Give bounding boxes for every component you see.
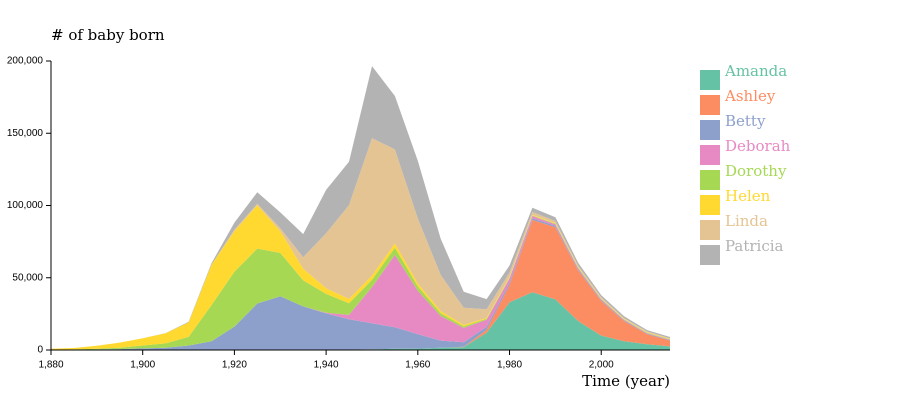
legend-swatch bbox=[700, 120, 720, 140]
x-tick-label: 2,000 bbox=[589, 360, 614, 371]
area bbox=[51, 292, 670, 350]
y-tick-label: 100,000 bbox=[7, 200, 44, 211]
legend-swatch bbox=[700, 95, 720, 115]
axes: 0 50,000 100,000 150,000 200,000 1,880 1,900 1,… bbox=[7, 56, 670, 371]
x-tick-label: 1,920 bbox=[222, 360, 247, 371]
x-tick-label: 1,980 bbox=[497, 360, 522, 371]
legend-label: Ashley bbox=[724, 87, 776, 105]
legend-swatch bbox=[700, 195, 720, 215]
legend-label: Patricia bbox=[725, 237, 784, 255]
y-axis-title: # of baby born bbox=[51, 26, 165, 44]
y-tick-label: 150,000 bbox=[7, 128, 44, 139]
area bbox=[51, 66, 670, 349]
x-tick-label: 1,900 bbox=[130, 360, 155, 371]
y-tick-label: 0 bbox=[37, 345, 43, 356]
legend-swatch bbox=[700, 70, 720, 90]
legend-label: Dorothy bbox=[725, 162, 787, 180]
area bbox=[51, 218, 670, 350]
legend-swatch bbox=[700, 145, 720, 165]
y-tick-label: 200,000 bbox=[7, 56, 44, 67]
x-tick-label: 1,880 bbox=[38, 360, 63, 371]
legend-label: Betty bbox=[725, 112, 766, 130]
x-axis-title: Time (year) bbox=[582, 372, 670, 390]
x-tick-label: 1,960 bbox=[405, 360, 430, 371]
legend-label: Amanda bbox=[724, 62, 787, 80]
x-tick-label: 1,940 bbox=[314, 360, 339, 371]
legend-label: Deborah bbox=[725, 137, 791, 155]
area bbox=[51, 219, 670, 350]
areas bbox=[51, 66, 670, 350]
area bbox=[51, 138, 670, 349]
legend-swatch bbox=[700, 170, 720, 190]
y-tick-label: 50,000 bbox=[12, 272, 43, 283]
area bbox=[51, 215, 670, 350]
legend: Amanda Ashley Betty Deborah Dorothy Helen Lind… bbox=[700, 62, 791, 265]
legend-label: Linda bbox=[725, 212, 768, 230]
legend-label: Helen bbox=[725, 187, 771, 205]
legend-swatch bbox=[700, 220, 720, 240]
legend-swatch bbox=[700, 245, 720, 265]
